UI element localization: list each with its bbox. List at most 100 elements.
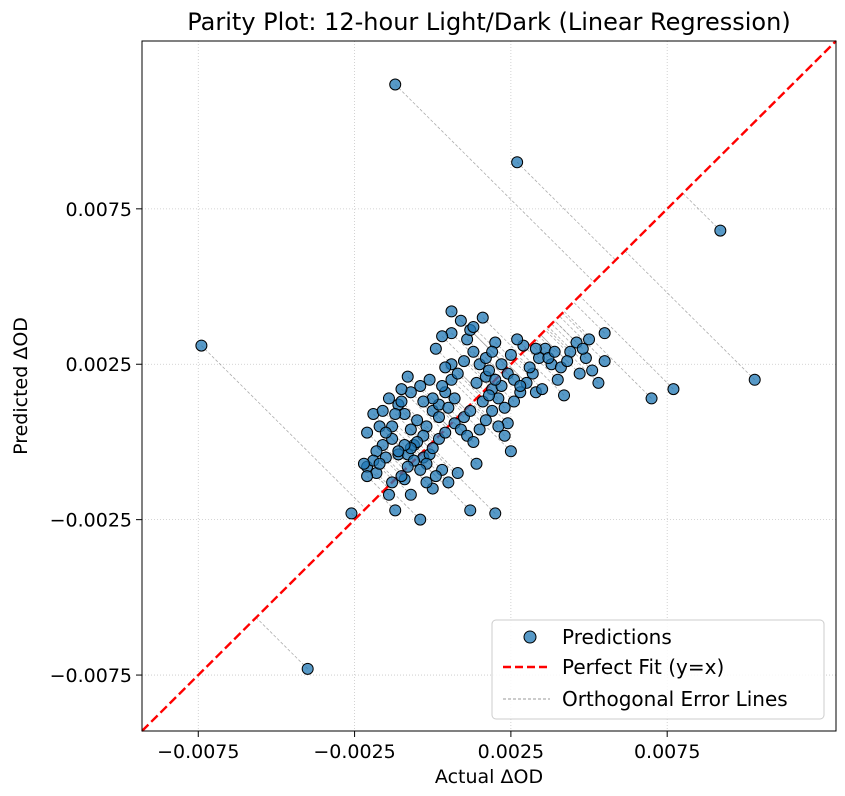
data-point bbox=[386, 476, 399, 489]
data-point bbox=[489, 373, 502, 386]
data-point bbox=[573, 367, 586, 380]
data-point bbox=[748, 373, 761, 386]
data-point bbox=[473, 423, 486, 436]
data-point bbox=[436, 330, 449, 343]
x-tick-label: −0.0025 bbox=[313, 741, 395, 763]
y-tick-label: 0.0075 bbox=[66, 199, 132, 221]
error-lines-group bbox=[201, 84, 756, 670]
y-axis-label: Predicted ΔOD bbox=[10, 317, 32, 455]
legend-box bbox=[491, 619, 825, 720]
data-point bbox=[495, 358, 508, 371]
data-point bbox=[404, 488, 417, 501]
error-line bbox=[379, 494, 396, 511]
data-point bbox=[483, 364, 495, 377]
error-line bbox=[366, 475, 383, 492]
error-line bbox=[416, 419, 437, 440]
error-line bbox=[391, 426, 421, 455]
data-point bbox=[529, 342, 542, 355]
data-point bbox=[395, 470, 408, 483]
data-point bbox=[392, 445, 405, 458]
data-point bbox=[470, 376, 483, 389]
data-point bbox=[551, 373, 564, 386]
data-point bbox=[439, 426, 452, 439]
y-tick-label: −0.0025 bbox=[50, 510, 132, 532]
error-line bbox=[562, 312, 590, 340]
data-point bbox=[414, 463, 427, 476]
data-point bbox=[548, 345, 561, 358]
data-point bbox=[442, 476, 455, 489]
data-point bbox=[389, 504, 402, 517]
grid-lines bbox=[142, 41, 836, 731]
x-axis-ticks: −0.0075 −0.0025 0.0025 0.0075 bbox=[157, 731, 700, 763]
data-point bbox=[523, 361, 536, 374]
data-point bbox=[376, 404, 389, 417]
data-point bbox=[586, 364, 599, 377]
error-line bbox=[579, 295, 674, 390]
data-point bbox=[457, 355, 470, 368]
data-point bbox=[489, 507, 502, 520]
x-tick-label: 0.0025 bbox=[478, 741, 544, 763]
data-point bbox=[508, 395, 521, 408]
legend-error-lines-label: Orthogonal Error Lines bbox=[562, 687, 788, 711]
data-point bbox=[414, 513, 427, 526]
data-point bbox=[514, 380, 527, 392]
data-point bbox=[442, 401, 455, 414]
data-point bbox=[448, 392, 461, 405]
legend: Predictions Perfect Fit (y=x) Orthogonal… bbox=[491, 619, 825, 720]
error-line bbox=[394, 478, 412, 496]
data-point bbox=[476, 311, 489, 324]
error-line bbox=[419, 454, 449, 483]
error-line bbox=[485, 357, 502, 374]
data-point bbox=[592, 376, 605, 389]
data-point bbox=[404, 423, 417, 436]
error-line bbox=[444, 391, 465, 412]
data-point bbox=[561, 355, 574, 368]
error-line bbox=[451, 311, 509, 368]
data-point bbox=[645, 392, 658, 405]
data-point bbox=[414, 380, 427, 392]
error-line bbox=[540, 334, 568, 362]
data-point bbox=[195, 339, 208, 352]
error-line bbox=[429, 379, 463, 413]
data-point bbox=[451, 367, 464, 380]
data-point bbox=[429, 470, 442, 483]
error-line bbox=[394, 84, 595, 283]
data-point bbox=[598, 355, 611, 368]
data-point bbox=[382, 488, 395, 501]
points-group bbox=[195, 78, 761, 675]
data-point bbox=[467, 320, 480, 333]
data-point bbox=[492, 420, 505, 433]
data-point bbox=[504, 445, 517, 458]
error-line bbox=[201, 345, 366, 510]
data-point bbox=[464, 404, 477, 417]
legend-predictions-marker bbox=[523, 630, 537, 644]
data-point bbox=[357, 457, 370, 470]
data-point bbox=[511, 333, 524, 346]
data-point bbox=[395, 383, 408, 396]
error-line bbox=[404, 413, 434, 443]
error-line bbox=[385, 457, 402, 474]
y-tick-label: −0.0075 bbox=[50, 665, 132, 687]
data-point bbox=[486, 404, 499, 417]
data-point bbox=[432, 411, 445, 424]
data-point bbox=[429, 342, 442, 355]
data-point bbox=[411, 414, 424, 427]
data-point bbox=[401, 460, 414, 473]
data-point bbox=[361, 426, 374, 439]
error-line bbox=[479, 395, 509, 424]
data-point bbox=[479, 414, 492, 427]
data-point bbox=[536, 383, 549, 396]
data-point bbox=[395, 395, 408, 408]
data-point bbox=[379, 426, 392, 439]
error-line bbox=[513, 360, 543, 390]
data-point bbox=[504, 348, 517, 361]
error-line bbox=[682, 193, 721, 231]
data-point bbox=[598, 327, 611, 340]
error-line bbox=[466, 339, 502, 374]
data-point bbox=[483, 389, 495, 402]
data-point bbox=[423, 373, 436, 386]
data-point bbox=[389, 407, 402, 420]
error-line bbox=[394, 413, 429, 447]
error-line bbox=[551, 323, 587, 359]
